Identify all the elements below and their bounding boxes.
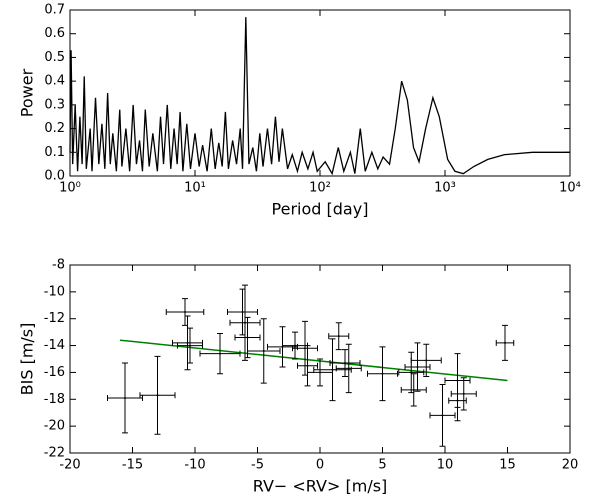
x-tick-label: -15 — [122, 458, 143, 473]
data-point — [246, 336, 249, 339]
y-axis-label: BIS [m/s] — [18, 323, 37, 396]
y-tick-label: -10 — [44, 284, 65, 299]
y-tick-label: -14 — [44, 338, 65, 353]
data-point — [381, 372, 384, 375]
x-tick-label: 10⁰ — [59, 181, 81, 196]
data-point — [416, 366, 419, 369]
y-tick-label: 0.6 — [44, 26, 65, 41]
data-point — [425, 359, 428, 362]
y-tick-label: 0.1 — [44, 145, 65, 160]
y-tick-label: 0.2 — [44, 121, 65, 136]
x-tick-label: -20 — [59, 458, 80, 473]
data-point — [219, 352, 221, 355]
y-axis-label: Power — [18, 68, 37, 117]
data-point — [504, 341, 506, 344]
x-tick-label: 10² — [309, 181, 331, 196]
data-point — [156, 394, 159, 397]
y-tick-label: 0.4 — [44, 74, 65, 89]
x-axis-label: RV− <RV> [m/s] — [253, 477, 388, 496]
data-point — [344, 362, 346, 365]
x-tick-label: 10¹ — [184, 181, 206, 196]
y-tick-label: 0.5 — [44, 50, 65, 65]
data-point — [331, 368, 334, 371]
y-tick-label: -18 — [44, 392, 65, 407]
data-point — [306, 364, 309, 367]
data-point — [241, 311, 244, 313]
x-tick-label: 10⁴ — [559, 181, 581, 196]
y-tick-label: -22 — [44, 446, 65, 461]
data-point — [319, 371, 321, 374]
data-point — [410, 371, 413, 374]
x-tick-label: -5 — [251, 458, 264, 473]
data-point — [462, 392, 465, 395]
x-tick-label: 10³ — [434, 181, 456, 196]
fit-line — [119, 339, 508, 382]
y-tick-label: -20 — [44, 419, 65, 434]
x-tick-label: 5 — [378, 458, 386, 473]
data-point — [441, 414, 444, 417]
plot-frame — [69, 9, 571, 177]
data-point — [244, 321, 246, 324]
data-point — [412, 388, 415, 391]
y-tick-label: -16 — [44, 365, 65, 380]
y-tick-label: 0.0 — [44, 169, 65, 184]
y-tick-label: -12 — [44, 311, 65, 326]
data-point — [456, 399, 459, 402]
data-point — [347, 367, 350, 370]
periodogram-line — [69, 17, 570, 176]
x-tick-label: 15 — [499, 458, 516, 473]
data-point — [337, 335, 340, 338]
x-tick-label: 10 — [437, 458, 454, 473]
data-point — [186, 341, 189, 344]
x-tick-label: 0 — [316, 458, 324, 473]
x-tick-label: -10 — [184, 458, 205, 473]
x-axis-label: Period [day] — [272, 200, 369, 219]
data-point — [189, 344, 191, 347]
y-tick-label: -8 — [52, 258, 65, 273]
data-point — [184, 311, 186, 313]
x-tick-label: 20 — [562, 458, 579, 473]
y-tick-label: 0.3 — [44, 97, 65, 112]
data-point — [124, 396, 126, 399]
data-point — [304, 347, 306, 350]
data-point — [262, 349, 265, 352]
data-point — [294, 344, 296, 347]
y-tick-label: 0.7 — [44, 3, 65, 18]
